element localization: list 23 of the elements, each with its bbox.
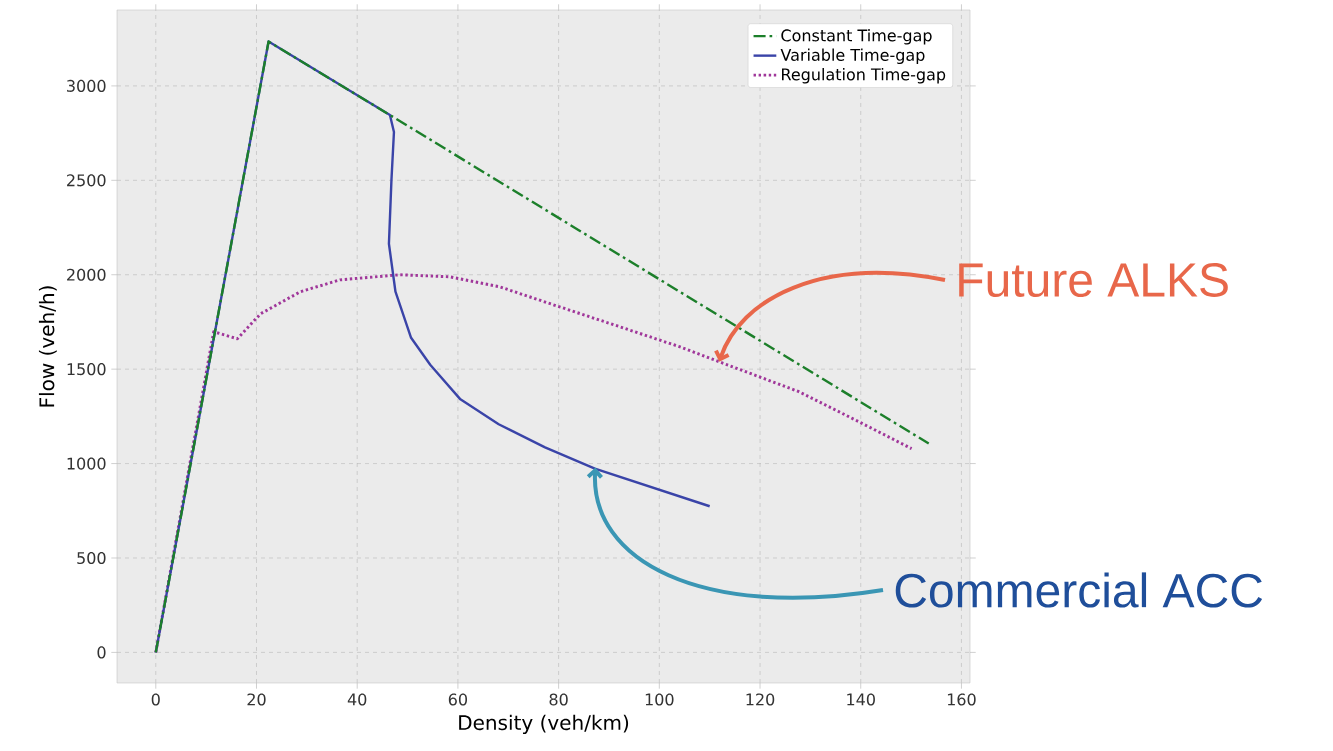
x-tick-label: 80 [549,693,568,706]
y-tick-label: 1000 [67,457,106,470]
legend-label: Constant Time-gap [781,29,932,45]
annotation: Commercial ACC [895,572,1263,608]
x-tick-label: 100 [645,693,674,706]
legend-label: Regulation Time-gap [782,68,946,84]
x-tick-label: 160 [947,693,976,706]
x-tick-label: 0 [151,693,160,706]
x-tick-label: 40 [347,693,367,706]
annotation: Future ALKS [959,263,1228,297]
x-axis-title: Density (veh/km) [459,714,629,735]
x-tick-label: 60 [448,693,468,706]
y-tick-label: 500 [77,551,106,565]
y-tick-label: 2000 [67,268,106,281]
x-tick-label: 120 [746,693,775,706]
y-tick-label: 1500 [67,363,106,376]
y-tick-label: 3000 [67,79,106,92]
y-tick-label: 2500 [67,174,106,187]
x-tick-label: 20 [247,693,266,706]
x-tick-label: 140 [847,693,875,706]
y-tick-label: 0 [97,646,106,659]
legend-label: Variable Time-gap [780,48,925,65]
y-axis-title: Flow (veh/h) [38,286,57,407]
